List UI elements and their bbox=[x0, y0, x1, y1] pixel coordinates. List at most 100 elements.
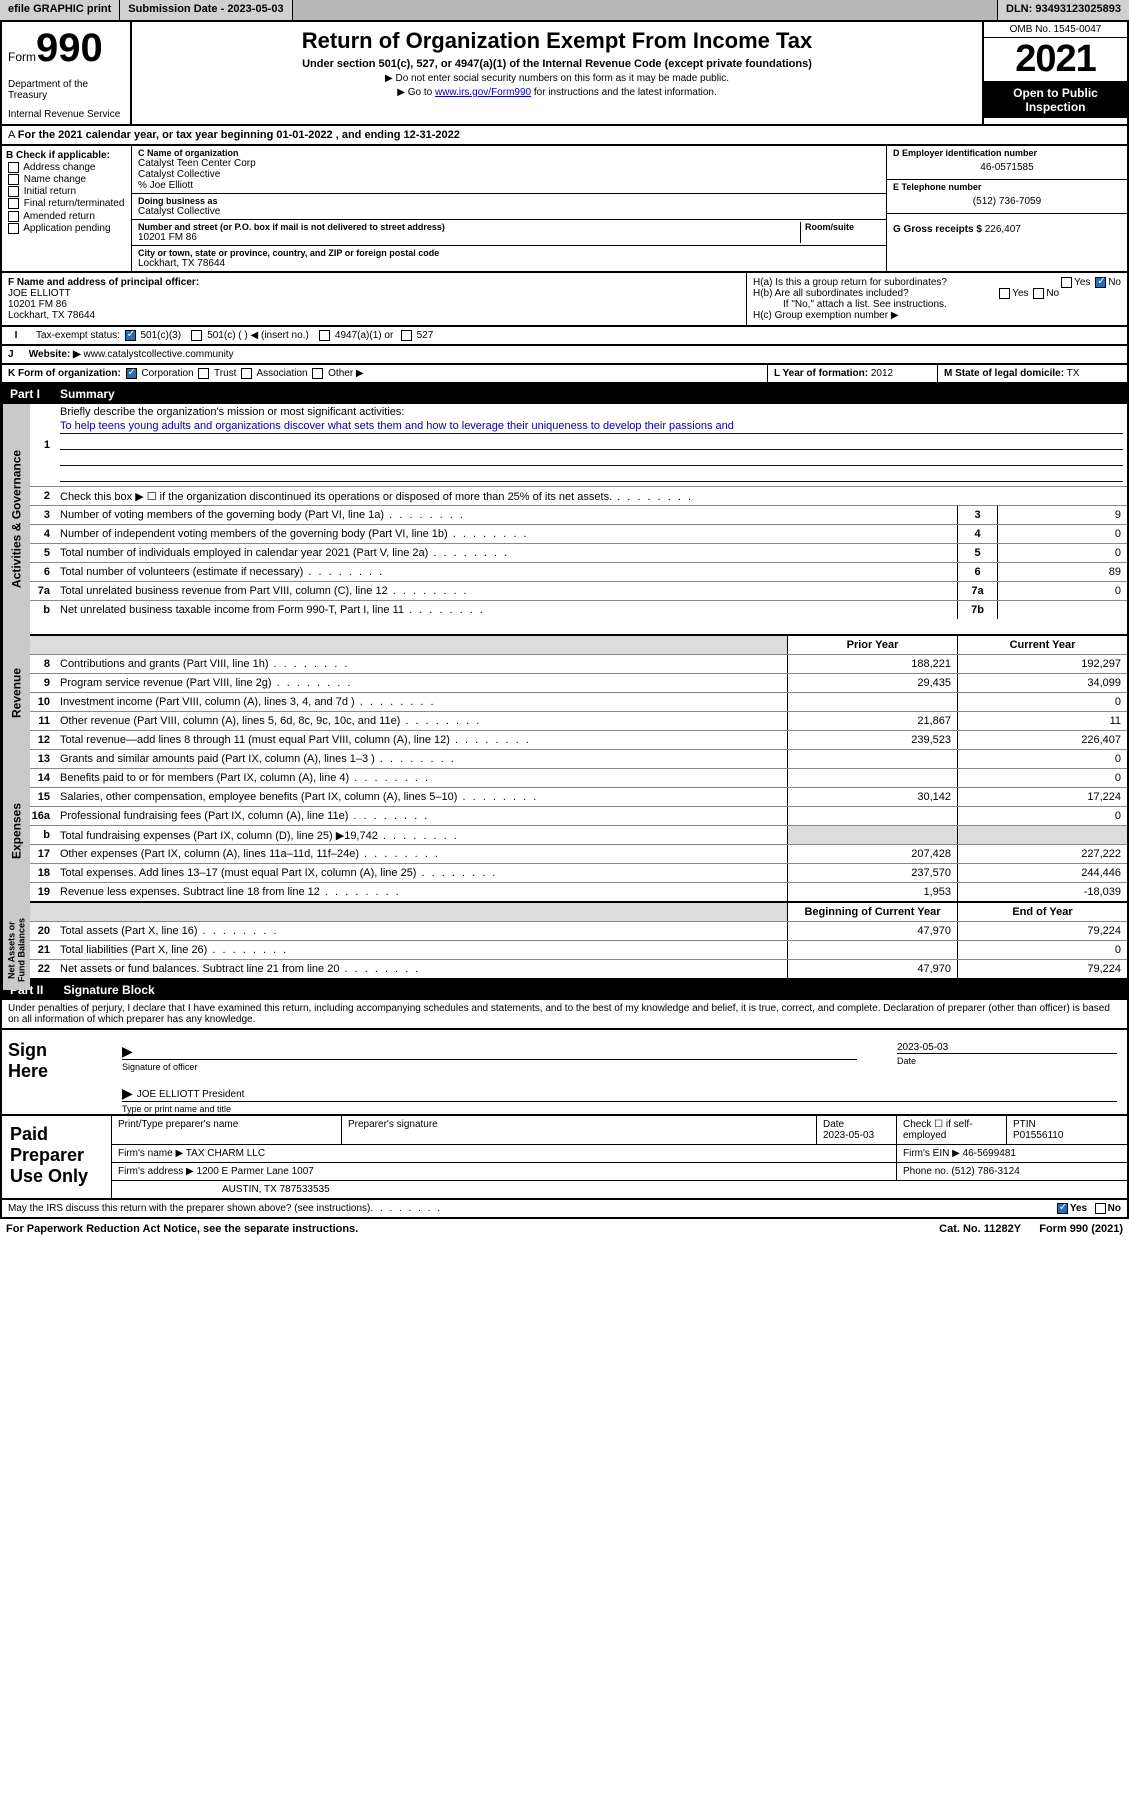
row-j: J Website: ▶ www.catalystcollective.comm… bbox=[0, 346, 1129, 365]
part1-num: Part I bbox=[10, 387, 40, 401]
discuss-no[interactable] bbox=[1095, 1203, 1106, 1214]
k-trust[interactable] bbox=[198, 368, 209, 379]
b-item-2[interactable]: Initial return bbox=[6, 186, 127, 197]
hb-no[interactable] bbox=[1033, 288, 1044, 299]
i-527[interactable] bbox=[401, 330, 412, 341]
pp-h2: Preparer's signature bbox=[342, 1116, 817, 1144]
col-b: B Check if applicable: Address change Na… bbox=[2, 146, 132, 271]
efile-label: efile GRAPHIC print bbox=[0, 0, 120, 20]
tab-governance: Activities & Governance bbox=[2, 404, 30, 634]
exp-rows-16a: 16aProfessional fundraising fees (Part I… bbox=[30, 806, 1127, 825]
hdr-title: Return of Organization Exempt From Incom… bbox=[142, 28, 972, 54]
hdr-note1: ▶ Do not enter social security numbers o… bbox=[142, 73, 972, 84]
pp-h3: Date bbox=[823, 1119, 844, 1130]
footnote: For Paperwork Reduction Act Notice, see … bbox=[0, 1219, 1129, 1239]
no-lbl: No bbox=[1108, 1203, 1121, 1214]
exp-rows-14: 14Benefits paid to or for members (Part … bbox=[30, 768, 1127, 787]
mission-blank2 bbox=[60, 452, 1123, 466]
form-number: 990 bbox=[36, 26, 103, 70]
pp-addr2: AUSTIN, TX 787533535 bbox=[112, 1181, 1127, 1198]
hdr-note2: ▶ Go to www.irs.gov/Form990 for instruct… bbox=[142, 87, 972, 98]
phone: (512) 736-7059 bbox=[893, 192, 1121, 211]
i-opt3: 527 bbox=[417, 330, 434, 341]
tax-year: 2021 bbox=[984, 38, 1127, 81]
ha-yes[interactable] bbox=[1061, 277, 1072, 288]
ha-no[interactable] bbox=[1095, 277, 1106, 288]
k-other[interactable] bbox=[312, 368, 323, 379]
i-4947[interactable] bbox=[319, 330, 330, 341]
pra: For Paperwork Reduction Act Notice, see … bbox=[6, 1223, 358, 1235]
gov-row-2: 2Check this box ▶ ☐ if the organization … bbox=[30, 486, 1127, 505]
exp-rows-13: 13Grants and similar amounts paid (Part … bbox=[30, 749, 1127, 768]
b-item-5[interactable]: Application pending bbox=[6, 223, 127, 234]
hdr-sub: Under section 501(c), 527, or 4947(a)(1)… bbox=[142, 58, 972, 70]
top-strip: efile GRAPHIC print Submission Date - 20… bbox=[0, 0, 1129, 22]
pp-firm: TAX CHARM LLC bbox=[186, 1148, 265, 1159]
tab-netassets: Net Assets or Fund Balances bbox=[2, 910, 30, 990]
col-d: D Employer identification number 46-0571… bbox=[887, 146, 1127, 271]
rev-rows-8: 8Contributions and grants (Part VIII, li… bbox=[30, 654, 1127, 673]
omb: OMB No. 1545-0047 bbox=[984, 22, 1127, 38]
b-item-3[interactable]: Final return/terminated bbox=[6, 198, 127, 209]
gross-receipts: 226,407 bbox=[985, 224, 1021, 235]
hdr-current: Current Year bbox=[957, 636, 1127, 654]
pp-ptin: P01556110 bbox=[1013, 1130, 1063, 1141]
rev-rows-9: 9Program service revenue (Part VIII, lin… bbox=[30, 673, 1127, 692]
pp-title: Paid Preparer Use Only bbox=[2, 1116, 112, 1198]
sect-exp: 13Grants and similar amounts paid (Part … bbox=[30, 749, 1127, 901]
dln: DLN: 93493123025893 bbox=[997, 0, 1129, 20]
discuss-q: May the IRS discuss this return with the… bbox=[8, 1203, 370, 1214]
exp-rows-18: 18Total expenses. Add lines 13–17 (must … bbox=[30, 863, 1127, 882]
i-501c3[interactable] bbox=[125, 330, 136, 341]
rev-rows-11: 11Other revenue (Part VIII, column (A), … bbox=[30, 711, 1127, 730]
sign-here-block: Sign Here Signature of officer 2023-05-0… bbox=[0, 1030, 1129, 1116]
hb-note: If "No," attach a list. See instructions… bbox=[753, 299, 1121, 310]
b-item-1[interactable]: Name change bbox=[6, 174, 127, 185]
part2-header: Part II Signature Block bbox=[0, 980, 1129, 1000]
officer-sig-line[interactable] bbox=[122, 1032, 857, 1060]
col-c: C Name of organization Catalyst Teen Cen… bbox=[132, 146, 887, 271]
officer-addr: 10201 FM 86 Lockhart, TX 78644 bbox=[8, 299, 95, 321]
i-label: Tax-exempt status: bbox=[36, 330, 120, 341]
k-opt0: Corporation bbox=[141, 368, 193, 379]
submission-date: Submission Date - 2023-05-03 bbox=[120, 0, 292, 20]
m-val: TX bbox=[1067, 368, 1080, 379]
yes-lbl: Yes bbox=[1070, 1203, 1087, 1214]
k-corp[interactable] bbox=[126, 368, 137, 379]
pp-phone-lbl: Phone no. bbox=[903, 1166, 949, 1177]
ha-text: H(a) Is this a group return for subordin… bbox=[753, 277, 947, 288]
discuss-row: May the IRS discuss this return with the… bbox=[0, 1200, 1129, 1219]
sig-decl: Under penalties of perjury, I declare th… bbox=[0, 1000, 1129, 1030]
b-item-0[interactable]: Address change bbox=[6, 162, 127, 173]
tab-revenue: Revenue bbox=[2, 634, 30, 752]
d-label: D Employer identification number bbox=[893, 148, 1121, 158]
k-assoc[interactable] bbox=[241, 368, 252, 379]
cat-no: Cat. No. 11282Y bbox=[939, 1223, 1021, 1235]
b-header: B Check if applicable: bbox=[6, 150, 127, 161]
pp-h5: PTIN bbox=[1013, 1119, 1036, 1130]
officer-name-line: JOE ELLIOTT President bbox=[122, 1074, 1117, 1102]
hdr-prior: Prior Year bbox=[787, 636, 957, 654]
website: www.catalystcollective.community bbox=[84, 349, 234, 360]
form990-link[interactable]: www.irs.gov/Form990 bbox=[435, 87, 531, 98]
form-foot: Form 990 (2021) bbox=[1039, 1223, 1123, 1235]
i-501c[interactable] bbox=[191, 330, 202, 341]
k-opt2: Association bbox=[256, 368, 307, 379]
net-rows-20: 20Total assets (Part X, line 16)47,97079… bbox=[30, 921, 1127, 940]
b-item-4[interactable]: Amended return bbox=[6, 211, 127, 222]
gov-row-b: bNet unrelated business taxable income f… bbox=[30, 600, 1127, 619]
g-label: G Gross receipts $ bbox=[893, 224, 982, 235]
sign-here: Sign Here bbox=[2, 1030, 92, 1114]
type-lbl: Type or print name and title bbox=[122, 1104, 1127, 1114]
addr-label: Number and street (or P.O. box if mail i… bbox=[138, 222, 800, 232]
line-a-text: For the 2021 calendar year, or tax year … bbox=[18, 129, 460, 141]
discuss-yes[interactable] bbox=[1057, 1203, 1068, 1214]
form-word: Form bbox=[8, 50, 36, 64]
ein: 46-0571585 bbox=[893, 158, 1121, 177]
city-state-zip: Lockhart, TX 78644 bbox=[138, 258, 880, 269]
sect-rev: Prior Year Current Year 8Contributions a… bbox=[30, 634, 1127, 749]
row-fh: F Name and address of principal officer:… bbox=[0, 273, 1129, 327]
care-of: % Joe Elliott bbox=[138, 180, 880, 191]
pp-firm-lbl: Firm's name ▶ bbox=[118, 1148, 183, 1159]
hb-yes[interactable] bbox=[999, 288, 1010, 299]
